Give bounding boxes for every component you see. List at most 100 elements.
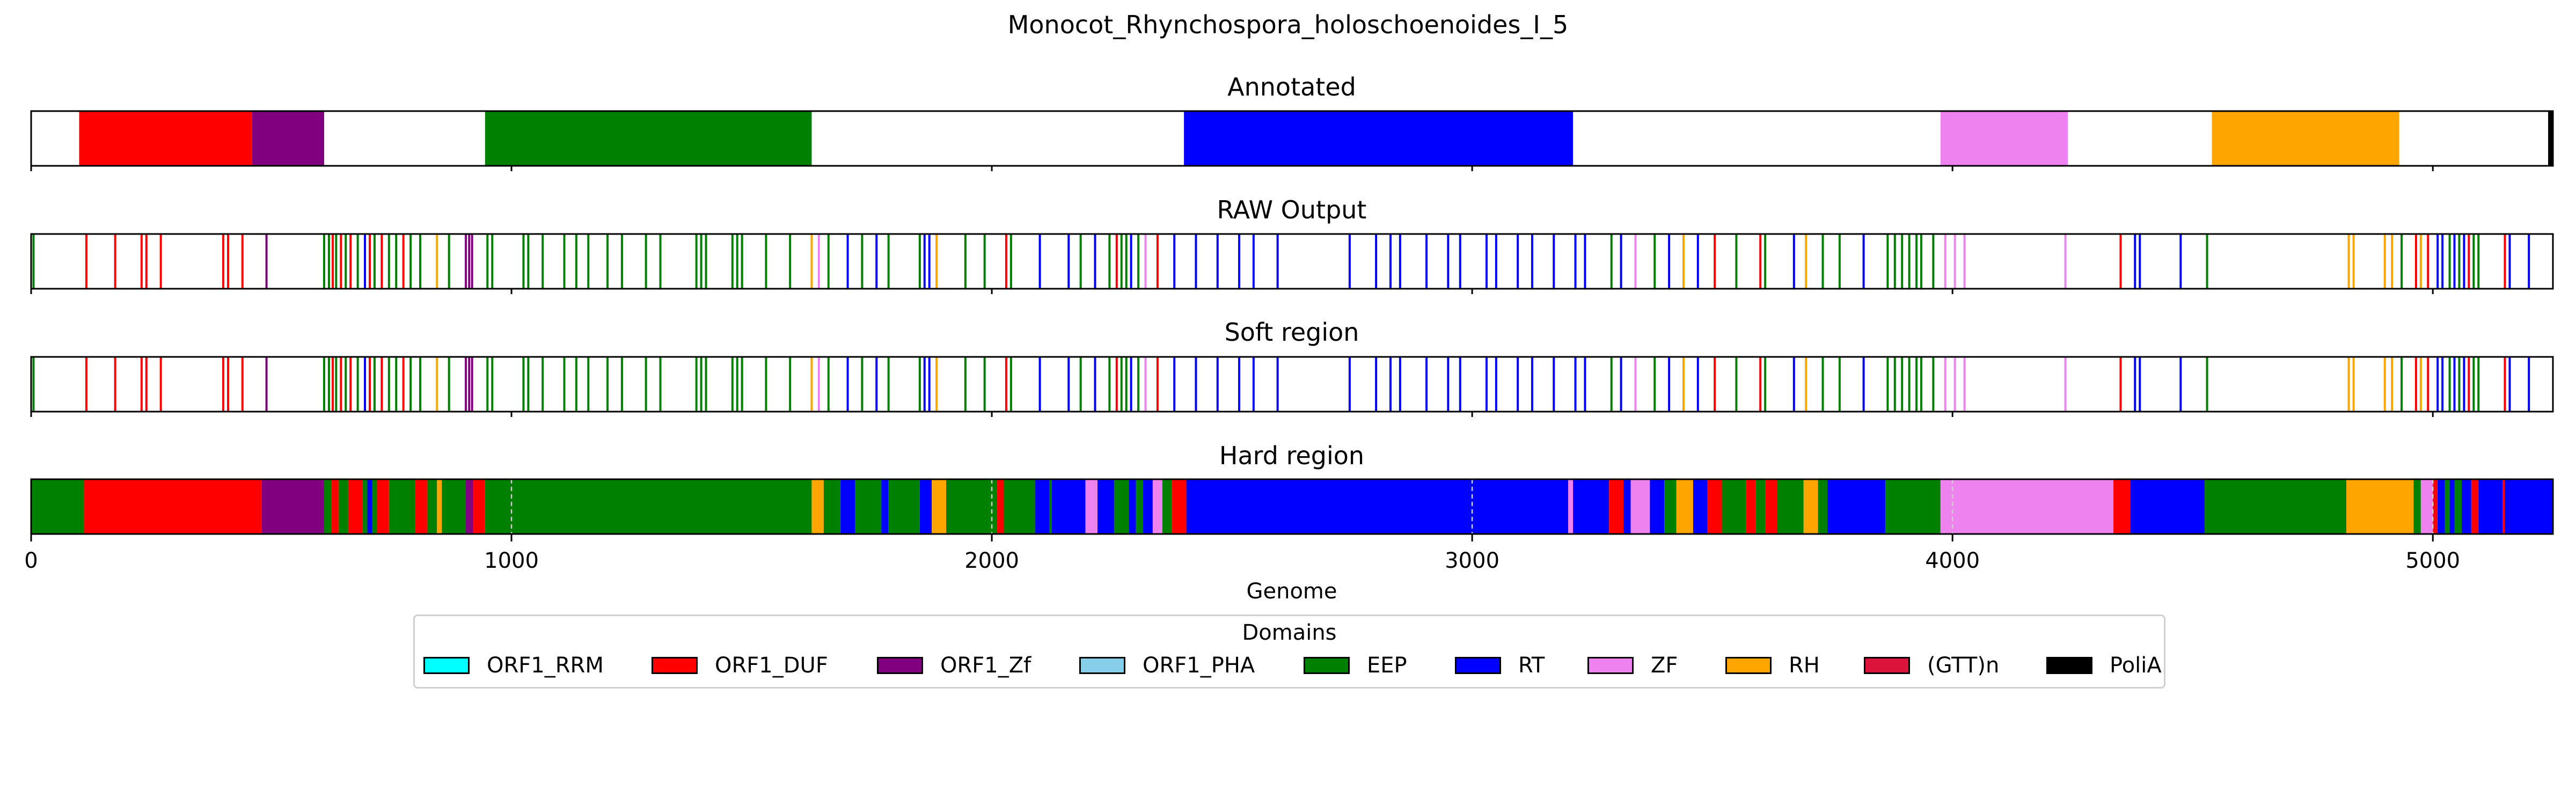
segment-EEP: [2445, 479, 2450, 534]
segment-EEP: [427, 479, 437, 534]
segment-ORF1_DUF: [377, 479, 389, 534]
legend-label: ORF1_RRM: [487, 653, 604, 678]
segment-RH: [811, 479, 824, 534]
legend-swatch: [877, 657, 923, 674]
segment-ORF1_DUF: [1609, 479, 1624, 534]
legend-swatch: [1725, 657, 1772, 674]
segment-RT: [1035, 479, 1050, 534]
segment-ORF1_Zf: [261, 479, 324, 534]
segment-EEP: [855, 479, 882, 534]
segment-RT: [840, 479, 855, 534]
legend-swatch: [2046, 657, 2092, 674]
legend-swatch: [1864, 657, 1910, 674]
segment-RH: [2346, 479, 2414, 534]
segment-EEP: [338, 479, 348, 534]
legend-item: RT: [1455, 649, 1545, 682]
legend-item: EEP: [1304, 649, 1407, 682]
legend-swatch: [1455, 657, 1501, 674]
segment-EEP: [888, 479, 920, 534]
segment-ORF1_DUF: [1707, 479, 1722, 534]
segment-EEP: [1818, 479, 1828, 534]
legend-item: ORF1_Zf: [877, 649, 1031, 682]
segment-EEP: [1136, 479, 1144, 534]
legend-label: (GTT)n: [1927, 653, 2000, 678]
segment-RT: [1186, 479, 1569, 534]
track-1: RAW Output: [30, 195, 2554, 294]
segment-EEP: [1004, 479, 1035, 534]
segment-RT: [1650, 479, 1665, 534]
legend-title: Domains: [1242, 620, 1337, 645]
segment-RT: [1129, 479, 1136, 534]
segment-ORF1_Zf: [252, 111, 324, 166]
segment-ORF1_DUF: [331, 479, 339, 534]
segment-ORF1_DUF: [2502, 479, 2505, 534]
segment-EEP: [31, 479, 84, 534]
segment-ORF1_DUF: [1746, 479, 1756, 534]
segment-RT: [2438, 479, 2445, 534]
segment-EEP: [2205, 479, 2347, 534]
segment-RT: [1827, 479, 1885, 534]
legend-item: (GTT)n: [1864, 649, 1999, 682]
x-tick-label: 0: [24, 548, 38, 573]
segment-RT: [1184, 111, 1574, 166]
legend-swatch: [652, 657, 698, 674]
segment-RT: [2505, 479, 2553, 534]
track-frame: [30, 356, 2554, 413]
x-tick-label: 2000: [964, 548, 1019, 573]
legend-swatch: [423, 657, 470, 674]
segment-RH: [1803, 479, 1818, 534]
segment-ORF1_Zf: [466, 479, 473, 534]
segment-EEP: [1162, 479, 1172, 534]
segment-ZF: [1568, 479, 1574, 534]
track-frame: [30, 478, 2554, 535]
segment-RH: [1676, 479, 1693, 534]
segment-PoliA: [2548, 111, 2553, 166]
segment-EEP: [1777, 479, 1804, 534]
x-tick-label: 4000: [1925, 548, 1980, 573]
segment-EEP: [946, 479, 997, 534]
segment-ORF1_DUF: [473, 479, 485, 534]
chart-title: Monocot_Rhynchospora_holoschoenoides_I_5: [1008, 10, 1569, 39]
x-tick-label: 1000: [484, 548, 539, 573]
legend-item: RH: [1725, 649, 1820, 682]
segment-RT: [1143, 479, 1153, 534]
segment-RT: [1623, 479, 1631, 534]
segment-EEP: [1664, 479, 1677, 534]
legend-item: PoliA: [2046, 649, 2162, 682]
segment-EEP: [1114, 479, 1129, 534]
segment-RH: [2212, 111, 2399, 166]
segment-ZF: [2420, 479, 2433, 534]
track-3: Hard region: [30, 441, 2554, 541]
legend-swatch: [1079, 657, 1125, 674]
legend-label: ORF1_Zf: [940, 653, 1031, 678]
segment-RT: [881, 479, 889, 534]
legend-item: ORF1_RRM: [423, 649, 604, 682]
segment-EEP: [362, 479, 368, 534]
legend-label: PoliA: [2110, 653, 2162, 678]
segment-ZF: [1940, 111, 2068, 166]
legend-items: ORF1_RRM ORF1_DUF ORF1_Zf ORF1_PHA EEP RT ZF RH…: [415, 649, 2164, 682]
segment-RT: [1051, 479, 1086, 534]
segment-RT: [1693, 479, 1708, 534]
track-title: Soft region: [1225, 318, 1359, 347]
segment-EEP: [2413, 479, 2421, 534]
legend-swatch: [1304, 657, 1350, 674]
segment-RH: [932, 479, 947, 534]
segment-EEP: [442, 479, 466, 534]
segment-EEP: [372, 479, 377, 534]
track-2: Soft region: [30, 318, 2554, 417]
x-tick-label: 3000: [1445, 548, 1499, 573]
legend-label: RT: [1518, 653, 1545, 678]
legend-label: RH: [1789, 653, 1820, 678]
legend-label: EEP: [1367, 653, 1407, 678]
track-title: Hard region: [1219, 441, 1364, 470]
segment-ORF1_DUF: [415, 479, 428, 534]
segment-RT: [367, 479, 372, 534]
segment-ORF1_DUF: [2433, 479, 2438, 534]
legend-swatch: [1587, 657, 1634, 674]
track-frame: [30, 110, 2554, 167]
track-title: RAW Output: [1217, 195, 1367, 224]
segment-EEP: [1755, 479, 1766, 534]
legend-label: ORF1_DUF: [715, 653, 828, 678]
